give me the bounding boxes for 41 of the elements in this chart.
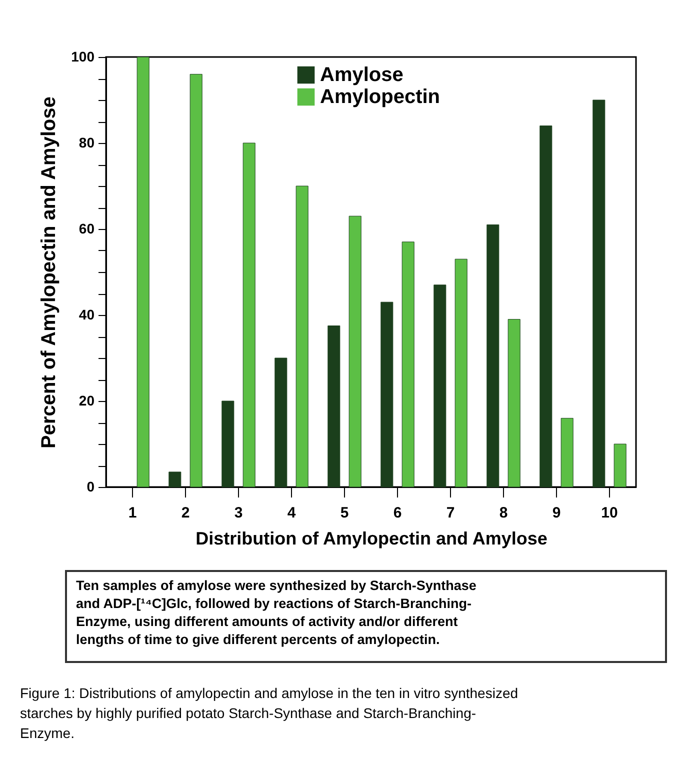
- caption: Figure 1: Distributions of amylopectin and amylose in the ten in vitro synthesized starches by highly purified potato Starch-Synthase and Starch-Branching- Enzyme.: [20, 685, 518, 741]
- bar: [592, 100, 606, 488]
- x-tick-label: 1: [128, 504, 137, 522]
- x-tick-label: 8: [499, 504, 508, 522]
- bar: [222, 400, 234, 488]
- bar: [560, 418, 574, 488]
- legend-label: Amylose: [320, 64, 404, 86]
- y-tick-label: 20: [78, 392, 95, 408]
- y-tick-label: 80: [78, 134, 95, 150]
- bar: [328, 326, 340, 488]
- x-tick-label: 10: [601, 504, 618, 522]
- bar: [274, 358, 288, 488]
- legend-label: Amylopectin: [320, 86, 440, 108]
- bar: [508, 319, 520, 488]
- x-tick-label: 4: [287, 504, 296, 522]
- y-tick-label: 0: [86, 478, 95, 494]
- x-tick-label: 9: [552, 504, 561, 522]
- x-axis-title: Distribution of Amylopectin and Amylose: [196, 528, 548, 548]
- bar: [168, 472, 182, 488]
- x-tick-label: 6: [393, 504, 402, 522]
- bar: [348, 216, 362, 488]
- bar: [296, 186, 308, 488]
- bar: [614, 444, 626, 488]
- x-tick-label: 7: [446, 504, 455, 522]
- y-tick-label: 100: [71, 48, 95, 64]
- text: Ten samples of amylose were synthesized by Starch-Synthase and ADP-[¹⁴C]Glc, followed by reactions of Starch-Branching- Enzyme, using different amounts of activity and/or different lengths of time to give different percents of amylopectin.: [76, 578, 477, 647]
- bar: [434, 284, 446, 488]
- y-tick-label: 40: [78, 306, 95, 322]
- bar: [540, 126, 552, 488]
- bar: [136, 56, 150, 488]
- x-tick-label: 3: [234, 504, 243, 522]
- bar: [402, 242, 414, 488]
- bar: [242, 142, 256, 488]
- y-tick-label: 60: [78, 220, 95, 236]
- bar: [486, 224, 500, 488]
- x-tick-label: 5: [340, 504, 349, 522]
- x-tick-label: 2: [181, 504, 190, 522]
- y-axis-title: Percent of Amylopectin and Amylose: [38, 96, 60, 448]
- bar: [454, 258, 468, 488]
- bar: [190, 74, 202, 488]
- bar: [380, 302, 394, 488]
